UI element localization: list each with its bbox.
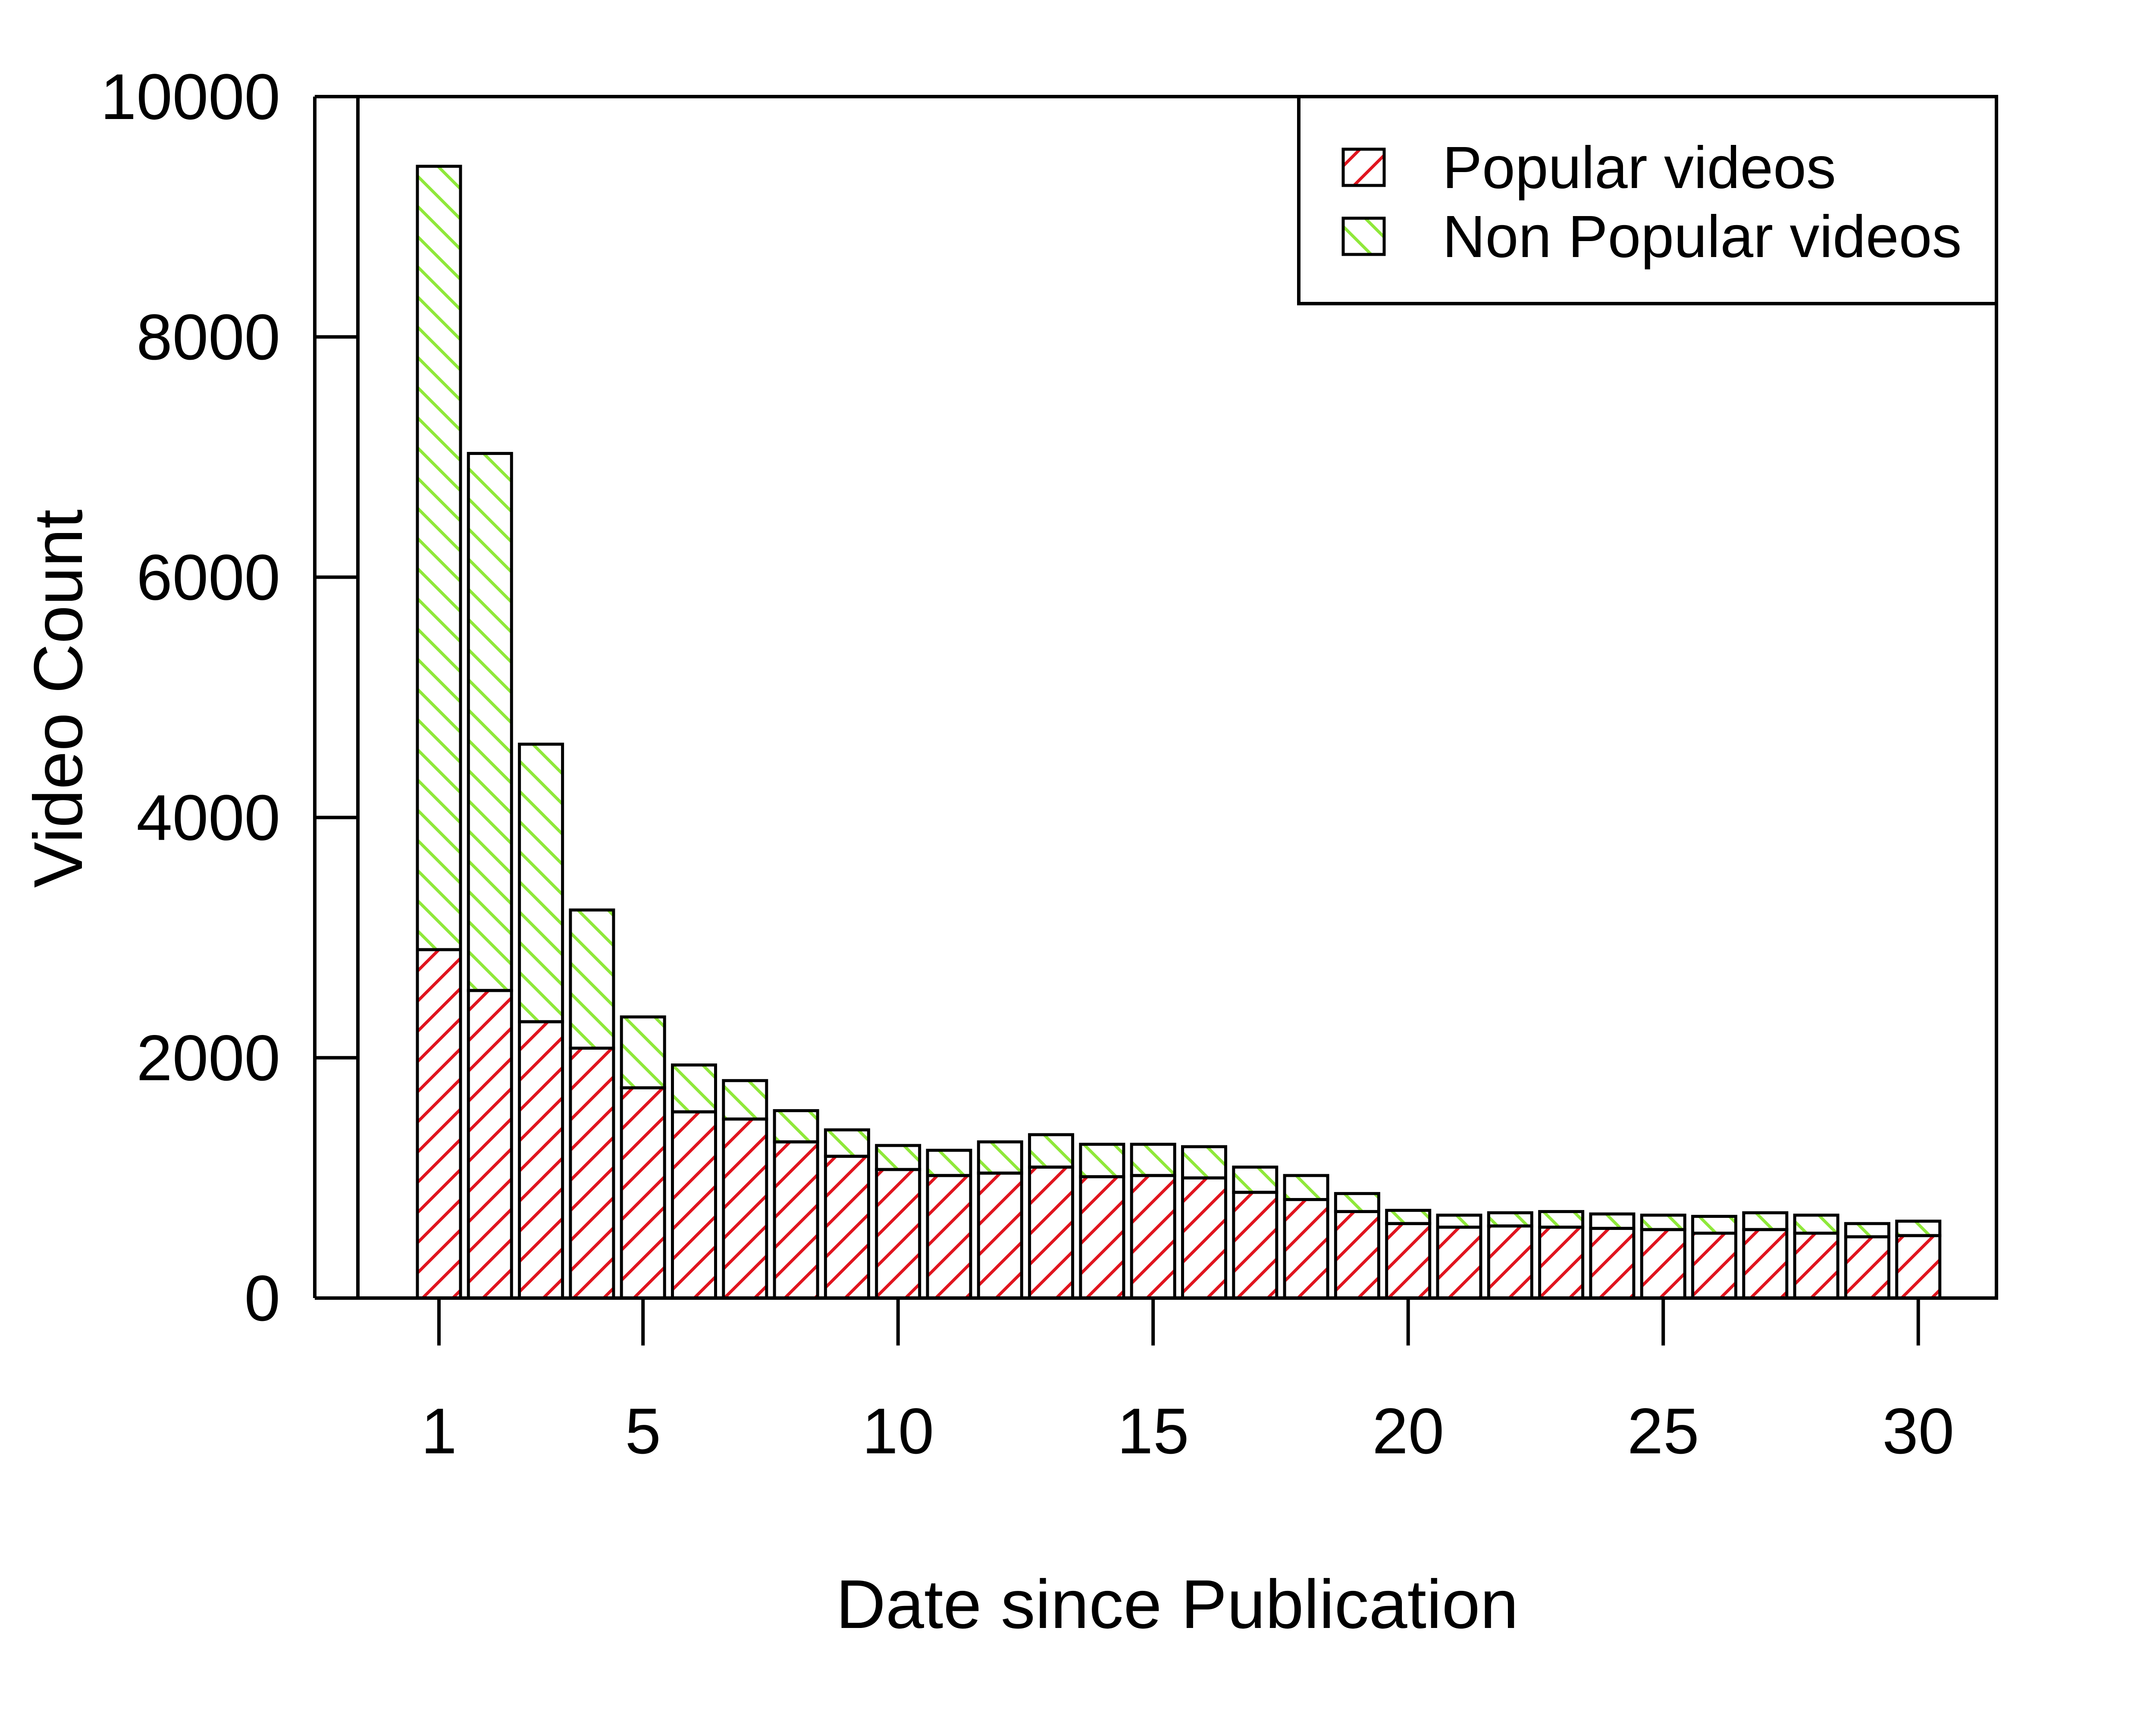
bar-non-popular	[1334, 1192, 1380, 1213]
bar-non-popular	[1895, 1220, 1942, 1237]
bar-non-popular	[1538, 1210, 1585, 1229]
bar-non-popular	[1793, 1214, 1839, 1235]
bar-non-popular	[722, 1079, 768, 1121]
y-axis-title: Video Count	[19, 509, 97, 888]
y-tick-label: 6000	[136, 541, 280, 613]
bar-non-popular	[1079, 1142, 1125, 1179]
bar-popular	[671, 1110, 717, 1300]
bar-popular	[773, 1140, 819, 1300]
y-tick-label: 4000	[136, 781, 280, 854]
bar-non-popular	[671, 1063, 717, 1113]
bar-popular	[1334, 1210, 1380, 1300]
y-tick-label: 10000	[100, 60, 280, 133]
x-axis-ticks: 1 5 10 15 20 25 30	[421, 1296, 1954, 1467]
bar-popular	[1844, 1235, 1890, 1300]
y-tick-label: 2000	[136, 1022, 280, 1094]
x-axis-title: Date since Publication	[836, 1565, 1518, 1643]
bar-popular	[1895, 1234, 1942, 1300]
bar-non-popular	[1640, 1214, 1686, 1231]
bar-non-popular	[1283, 1174, 1329, 1201]
bar-non-popular	[875, 1144, 921, 1171]
bar-popular	[1130, 1174, 1176, 1300]
bar-non-popular	[1181, 1145, 1227, 1179]
bar-popular	[1079, 1175, 1125, 1300]
bar-popular	[926, 1174, 972, 1300]
bar-popular	[1589, 1226, 1636, 1300]
bar-popular	[620, 1086, 666, 1300]
bar-non-popular	[416, 165, 462, 951]
x-tick-label: 15	[1117, 1395, 1189, 1467]
bar-popular	[1385, 1222, 1432, 1300]
legend-label: Popular videos	[1442, 135, 1836, 201]
bar-non-popular	[569, 908, 615, 1050]
legend-swatch	[1341, 147, 1386, 187]
bar-popular	[1691, 1232, 1737, 1300]
bar-popular	[416, 948, 462, 1300]
bar-popular	[1640, 1228, 1686, 1300]
bar-non-popular	[1130, 1142, 1176, 1177]
bar-popular	[1283, 1198, 1329, 1300]
bar-popular	[569, 1047, 615, 1300]
bar-non-popular	[824, 1128, 870, 1158]
bar-popular	[1181, 1176, 1227, 1300]
bar-non-popular	[1232, 1165, 1279, 1194]
x-tick-label: 1	[421, 1395, 457, 1467]
legend-box	[1297, 95, 1998, 305]
x-tick-label: 30	[1882, 1395, 1954, 1467]
x-tick-label: 10	[862, 1395, 934, 1467]
x-tick-label: 5	[625, 1395, 661, 1467]
legend-swatch	[1341, 216, 1386, 256]
bar-popular	[1793, 1232, 1839, 1300]
bar-popular	[518, 1020, 564, 1300]
bar-non-popular	[518, 743, 564, 1023]
bar-non-popular	[1028, 1133, 1075, 1169]
bar-non-popular	[620, 1015, 666, 1089]
bar-popular	[977, 1171, 1023, 1300]
bar-popular	[824, 1154, 870, 1300]
bar-non-popular	[1487, 1211, 1533, 1228]
bar-non-popular	[1385, 1209, 1432, 1225]
x-tick-label: 20	[1372, 1395, 1444, 1467]
bar-non-popular	[1589, 1212, 1636, 1230]
bar-popular	[1232, 1191, 1279, 1300]
bar-non-popular	[1691, 1215, 1737, 1235]
bar-non-popular	[1742, 1211, 1789, 1231]
bar-popular	[1028, 1165, 1075, 1300]
y-axis-ticks: 0 2000 4000 6000 8000 10000	[100, 60, 358, 1334]
x-tick-label: 25	[1627, 1395, 1699, 1467]
y-tick-label: 8000	[136, 301, 280, 373]
bar-popular	[1487, 1224, 1533, 1300]
bar-non-popular	[926, 1148, 972, 1177]
bar-popular	[1742, 1228, 1789, 1300]
legend-label: Non Popular videos	[1442, 204, 1962, 270]
bar-non-popular	[1844, 1222, 1890, 1239]
bar-popular	[875, 1168, 921, 1300]
bars-layer	[416, 165, 1942, 1300]
bar-non-popular	[467, 452, 513, 992]
y-tick-label: 0	[244, 1262, 280, 1334]
bar-non-popular	[773, 1109, 819, 1144]
bar-non-popular	[977, 1140, 1023, 1175]
bar-popular	[1538, 1226, 1585, 1300]
bar-popular	[467, 989, 513, 1300]
bar-popular	[1436, 1226, 1482, 1300]
bar-popular	[722, 1117, 768, 1300]
bar-non-popular	[1436, 1214, 1482, 1229]
